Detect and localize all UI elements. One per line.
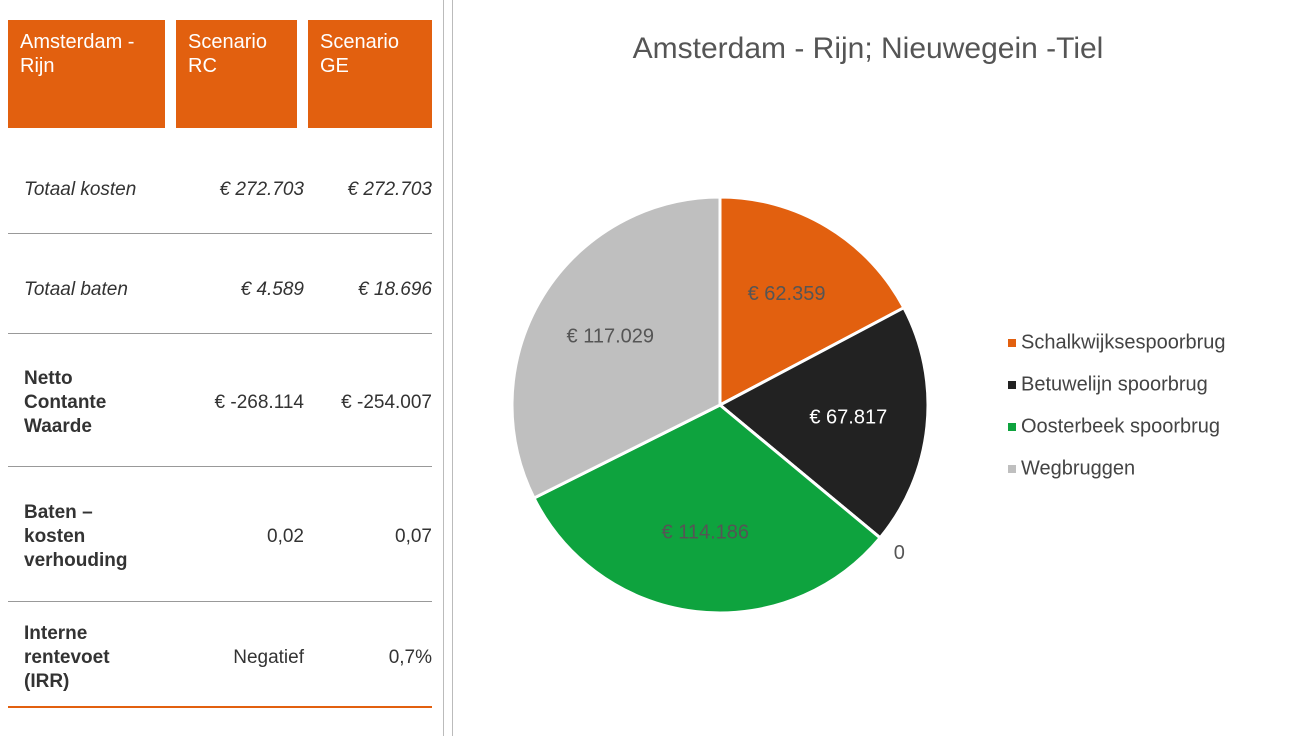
- legend-label: Wegbruggen: [1021, 457, 1135, 479]
- cell: 0,02: [267, 526, 304, 547]
- legend-label: Oosterbeek spoorbrug: [1021, 415, 1220, 437]
- pie-slice: [717, 305, 930, 540]
- legend-label: Schalkwijksespoorbrug: [1021, 331, 1226, 353]
- cell: Negatief: [233, 646, 304, 668]
- legend-swatch: [1008, 423, 1016, 431]
- header-cell: Amsterdam - Rijn: [8, 20, 165, 128]
- row-label: Totaal kosten: [24, 179, 137, 200]
- header-cell: Scenario GE: [308, 20, 432, 128]
- row-separator: [8, 466, 432, 467]
- data-label: € 114.186: [662, 521, 750, 543]
- pie-slice: [510, 195, 722, 501]
- cell: € 272.703: [219, 179, 304, 200]
- cell: € -268.114: [214, 391, 304, 413]
- cell: € 272.703: [347, 179, 432, 200]
- data-label: € 67.817: [809, 407, 887, 429]
- pie-slice: [719, 403, 882, 539]
- legend-swatch: [1008, 339, 1016, 347]
- row-separator: [8, 333, 432, 334]
- cell: 0,7%: [388, 646, 432, 668]
- row-label: Netto Contante Waarde: [24, 367, 107, 437]
- chart-title: Amsterdam - Rijn; Nieuwegein -Tiel: [633, 32, 1104, 65]
- data-label: 0: [894, 542, 905, 564]
- row-label: Totaal baten: [24, 279, 128, 300]
- table-bottom-border: [8, 706, 432, 708]
- cell: 0,07: [395, 526, 432, 547]
- data-label: € 117.029: [567, 325, 655, 347]
- header-cell: Scenario RC: [176, 20, 297, 128]
- pie-slice: [718, 195, 906, 408]
- row-separator: [8, 601, 432, 602]
- legend-swatch: [1008, 381, 1016, 389]
- divider: [443, 0, 444, 736]
- row-separator: [8, 233, 432, 234]
- legend-label: Betuwelijn spoorbrug: [1021, 373, 1208, 395]
- row-label: Interne rentevoet (IRR): [24, 622, 110, 692]
- cell: € 4.589: [240, 279, 304, 300]
- legend-swatch: [1008, 465, 1016, 473]
- pie-slice: [531, 403, 883, 615]
- data-label: € 62.359: [748, 283, 826, 305]
- divider: [452, 0, 453, 736]
- row-label: Baten – kosten verhouding: [24, 502, 128, 571]
- cell: € -254.007: [341, 391, 432, 413]
- cell: € 18.696: [358, 279, 432, 300]
